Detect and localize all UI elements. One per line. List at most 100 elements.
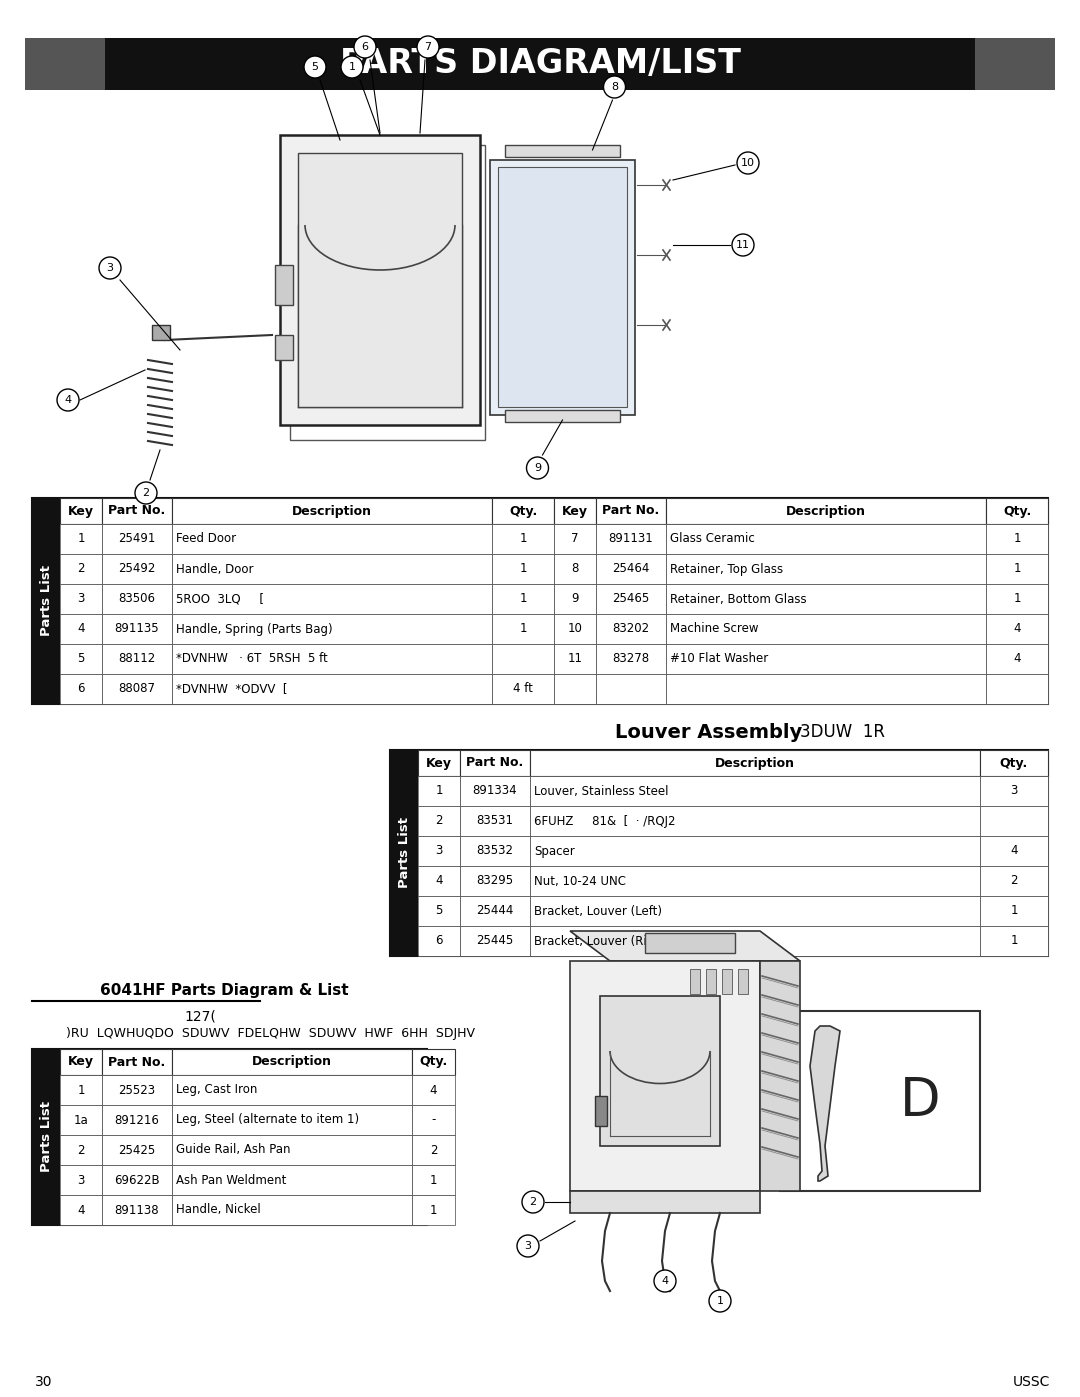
Text: Leg, Cast Iron: Leg, Cast Iron [176, 1084, 257, 1097]
Bar [492, 584, 554, 615]
Text: 891131: 891131 [609, 532, 653, 545]
Text: 1: 1 [1013, 592, 1021, 605]
Text: 4: 4 [1013, 652, 1021, 665]
Text: Machine Screw: Machine Screw [670, 623, 758, 636]
Bar [172, 673, 492, 704]
Text: Description: Description [292, 504, 372, 517]
Bar [666, 673, 986, 704]
Bar [60, 1194, 102, 1225]
Text: 4: 4 [435, 875, 443, 887]
Text: Louver Assembly: Louver Assembly [615, 722, 802, 742]
Text: 1: 1 [519, 563, 527, 576]
Bar [60, 615, 102, 644]
Circle shape [654, 1270, 676, 1292]
Text: D: D [900, 1076, 941, 1127]
Text: 891216: 891216 [114, 1113, 160, 1126]
Bar [298, 225, 462, 407]
Bar [492, 644, 554, 673]
Text: 1: 1 [435, 785, 443, 798]
Text: 11: 11 [567, 652, 582, 665]
Bar [460, 926, 530, 956]
Bar [980, 806, 1048, 835]
Bar [275, 335, 293, 360]
Text: 88087: 88087 [119, 683, 156, 696]
Circle shape [303, 56, 326, 78]
Bar [60, 1076, 102, 1105]
Bar [530, 835, 980, 866]
Polygon shape [570, 961, 760, 1192]
Text: Part No.: Part No. [603, 504, 660, 517]
Bar [60, 673, 102, 704]
Circle shape [732, 235, 754, 256]
Bar [172, 1105, 411, 1134]
Bar [980, 750, 1048, 775]
Bar [60, 1165, 102, 1194]
Bar [554, 673, 596, 704]
Text: Ash Pan Weldment: Ash Pan Weldment [176, 1173, 286, 1186]
Circle shape [522, 1192, 544, 1213]
Circle shape [99, 257, 121, 279]
Text: Parts List: Parts List [40, 1101, 53, 1172]
Bar [554, 497, 596, 524]
Bar [172, 1049, 411, 1076]
Text: Glass Ceramic: Glass Ceramic [670, 532, 755, 545]
Bar [530, 895, 980, 926]
Text: 11: 11 [735, 240, 750, 250]
Bar [102, 524, 172, 555]
Bar [418, 895, 460, 926]
Text: USSC: USSC [1013, 1375, 1050, 1389]
Bar [172, 1134, 411, 1165]
Bar [460, 866, 530, 895]
Text: 2: 2 [78, 563, 84, 576]
Bar [418, 775, 460, 806]
Text: Key: Key [68, 504, 94, 517]
Bar [60, 1134, 102, 1165]
Bar [102, 497, 172, 524]
Bar [411, 1165, 455, 1194]
Text: 1: 1 [519, 592, 527, 605]
Bar [25, 38, 1055, 89]
Text: 3: 3 [1010, 785, 1017, 798]
Text: 8: 8 [571, 563, 579, 576]
Bar [418, 926, 460, 956]
Text: Guide Rail, Ash Pan: Guide Rail, Ash Pan [176, 1144, 291, 1157]
Circle shape [417, 36, 438, 59]
Bar [554, 584, 596, 615]
Bar [60, 1049, 102, 1076]
Bar [723, 970, 732, 995]
Text: 30: 30 [35, 1375, 53, 1389]
Text: 3: 3 [435, 845, 443, 858]
Circle shape [135, 482, 157, 504]
Circle shape [354, 36, 376, 59]
Text: 7: 7 [571, 532, 579, 545]
Text: Retainer, Top Glass: Retainer, Top Glass [670, 563, 783, 576]
Bar [460, 806, 530, 835]
Text: 25491: 25491 [119, 532, 156, 545]
Bar [492, 497, 554, 524]
Text: 1: 1 [78, 532, 84, 545]
Text: Part No.: Part No. [108, 504, 165, 517]
Text: 3: 3 [78, 1173, 84, 1186]
Polygon shape [570, 930, 800, 961]
Text: )RU  LQWHUQDO  SDUWV  FDELQHW  SDUWV  HWF  6HH  SDJHV: )RU LQWHUQDO SDUWV FDELQHW SDUWV HWF 6HH… [66, 1027, 474, 1039]
Bar [25, 38, 105, 89]
Bar [60, 584, 102, 615]
Bar [645, 933, 735, 953]
Text: 2: 2 [78, 1144, 84, 1157]
Bar [102, 1105, 172, 1134]
Text: 1: 1 [1013, 532, 1021, 545]
Bar [418, 866, 460, 895]
Bar [600, 996, 720, 1146]
Bar [980, 895, 1048, 926]
Text: Bracket, Louver (Left): Bracket, Louver (Left) [534, 904, 662, 918]
Bar [275, 265, 293, 305]
Text: 3DUW  1R: 3DUW 1R [800, 724, 885, 740]
Text: 891135: 891135 [114, 623, 160, 636]
Text: Qty.: Qty. [509, 504, 537, 517]
Text: #10 Flat Washer: #10 Flat Washer [670, 652, 768, 665]
Text: 4: 4 [78, 1203, 84, 1217]
Text: Retainer, Bottom Glass: Retainer, Bottom Glass [670, 592, 807, 605]
Bar [102, 1165, 172, 1194]
Circle shape [527, 457, 549, 479]
Text: 6041HF Parts Diagram & List: 6041HF Parts Diagram & List [100, 983, 349, 999]
